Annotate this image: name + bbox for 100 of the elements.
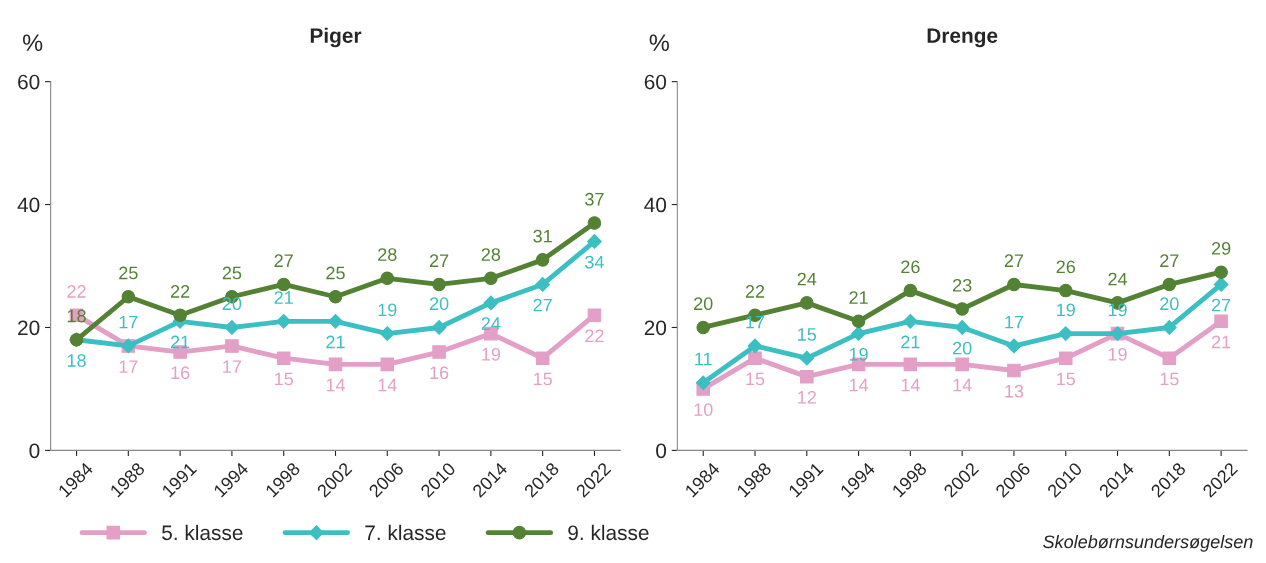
data-label: 15: [275, 372, 293, 386]
data-label: 15: [798, 328, 817, 341]
point: [535, 253, 550, 267]
data-label: 20: [694, 297, 713, 311]
point: [696, 320, 710, 335]
data-label: 17: [223, 360, 242, 373]
y-tick-label: 60: [644, 74, 667, 90]
legend-label: 9. klasse: [568, 524, 649, 541]
data-label: 25: [326, 266, 345, 280]
y-tick-label: 40: [17, 197, 40, 213]
point: [328, 289, 343, 304]
point: [380, 271, 395, 286]
point: [1162, 277, 1177, 292]
point: [1058, 283, 1073, 298]
data-label: 27: [274, 254, 293, 267]
y-tick-label: 20: [644, 320, 667, 336]
data-label: 28: [378, 248, 397, 261]
data-label: 21: [170, 335, 190, 349]
point: [535, 277, 551, 292]
data-label: 19: [482, 347, 501, 361]
data-label: 13: [1005, 384, 1024, 398]
data-label: 15: [746, 372, 765, 386]
point: [328, 313, 343, 329]
data-label: 20: [429, 297, 449, 311]
data-label: 27: [1211, 298, 1231, 312]
data-label: 29: [1211, 242, 1231, 255]
point: [1058, 326, 1074, 342]
legend-label: 7. klasse: [365, 524, 446, 541]
data-label: 24: [1108, 272, 1128, 286]
data-label: 14: [326, 378, 345, 392]
point: [224, 320, 240, 335]
data-label: 24: [797, 272, 817, 286]
data-label: 31: [533, 229, 552, 243]
data-label: 11: [695, 352, 712, 366]
data-label: 21: [326, 335, 345, 349]
point: [276, 277, 291, 292]
point: [851, 314, 866, 329]
data-label: 19: [1108, 303, 1127, 317]
point: [1162, 351, 1177, 365]
data-label: 17: [1005, 315, 1024, 329]
point: [483, 295, 499, 311]
point: [955, 302, 969, 316]
point: [1214, 265, 1228, 279]
data-label: 15: [1057, 372, 1076, 386]
point: [1007, 363, 1021, 378]
data-label: 25: [222, 266, 242, 280]
point: [587, 216, 602, 230]
point: [1214, 314, 1228, 329]
data-label: 14: [378, 378, 397, 392]
point: [799, 350, 815, 366]
data-label: 24: [481, 317, 501, 330]
point: [902, 313, 918, 329]
data-label: 16: [171, 366, 190, 380]
point: [328, 357, 343, 372]
data-label: 22: [585, 329, 604, 343]
data-label: 18: [67, 354, 86, 367]
point: [535, 351, 550, 365]
data-label: 22: [67, 285, 86, 298]
point: [748, 351, 762, 365]
data-label: 16: [430, 366, 449, 380]
point: [800, 369, 814, 384]
data-label: 37: [585, 192, 604, 206]
data-label: 34: [585, 255, 604, 269]
data-label: 15: [1160, 372, 1179, 386]
data-label: 27: [1004, 254, 1024, 267]
y-tick-label: 20: [18, 320, 40, 336]
data-label: 21: [274, 291, 293, 304]
data-label: 14: [953, 378, 972, 392]
data-label: 27: [1160, 254, 1179, 267]
y-axis-title: %: [23, 34, 43, 51]
point: [173, 308, 187, 322]
data-label: 21: [901, 335, 920, 349]
data-label: 19: [1108, 347, 1127, 361]
point: [747, 338, 763, 354]
point: [380, 357, 395, 372]
text: Skolebørnsundersøgelsen: [1043, 534, 1253, 552]
point: [121, 289, 136, 304]
data-label: 12: [798, 390, 816, 404]
point: [225, 339, 239, 353]
data-label: 22: [170, 285, 190, 298]
point: [903, 283, 918, 298]
point: [432, 345, 446, 359]
data-label: 19: [849, 347, 868, 361]
data-label: 26: [901, 260, 920, 274]
y-tick-label: 0: [29, 443, 40, 459]
point: [484, 271, 498, 286]
data-label: 20: [953, 341, 972, 355]
chart-title: Piger: [310, 27, 362, 48]
point: [587, 234, 602, 249]
data-label: 21: [1211, 335, 1231, 349]
data-label: 23: [953, 278, 972, 292]
data-label: 17: [119, 315, 138, 329]
data-label: 17: [119, 360, 138, 373]
point: [379, 326, 395, 342]
point: [954, 320, 970, 335]
data-label: 15: [533, 372, 552, 386]
data-label: 26: [1056, 260, 1075, 274]
point: [800, 296, 814, 310]
data-label: 19: [1057, 303, 1075, 317]
point: [587, 308, 602, 322]
